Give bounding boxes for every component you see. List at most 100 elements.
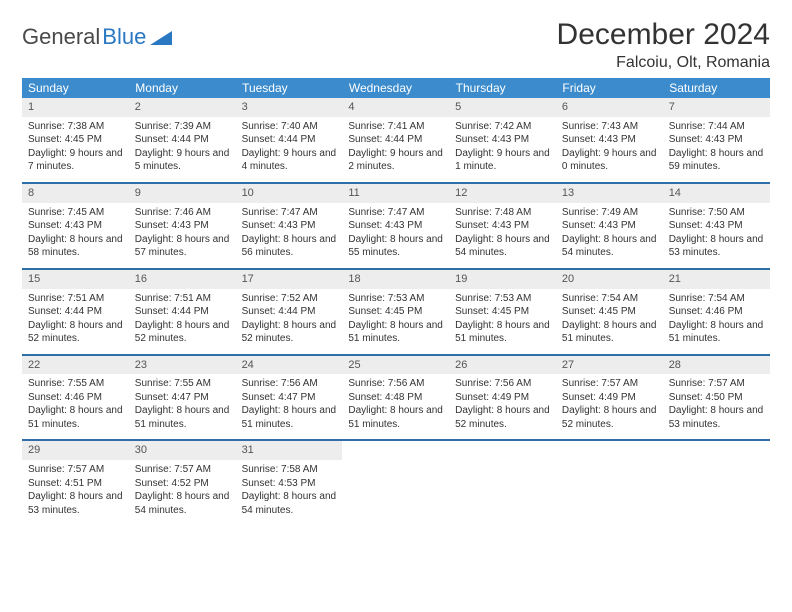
calendar-day-cell: 17Sunrise: 7:52 AMSunset: 4:44 PMDayligh…	[236, 269, 343, 355]
day-details: Sunrise: 7:51 AMSunset: 4:44 PMDaylight:…	[129, 289, 236, 354]
weekday-header: Sunday	[22, 78, 129, 98]
day-number: 1	[22, 98, 129, 117]
day-number: 20	[556, 270, 663, 289]
day-number: 12	[449, 184, 556, 203]
brand-text-2: Blue	[102, 24, 146, 50]
brand-text-1: General	[22, 24, 100, 50]
day-details: Sunrise: 7:54 AMSunset: 4:45 PMDaylight:…	[556, 289, 663, 354]
day-number: 26	[449, 356, 556, 375]
weekday-header: Thursday	[449, 78, 556, 98]
weekday-header: Wednesday	[342, 78, 449, 98]
calendar-day-cell: 25Sunrise: 7:56 AMSunset: 4:48 PMDayligh…	[342, 355, 449, 441]
calendar-table: Sunday Monday Tuesday Wednesday Thursday…	[22, 78, 770, 525]
calendar-day-cell: 6Sunrise: 7:43 AMSunset: 4:43 PMDaylight…	[556, 98, 663, 183]
calendar-day-cell: 18Sunrise: 7:53 AMSunset: 4:45 PMDayligh…	[342, 269, 449, 355]
day-details: Sunrise: 7:58 AMSunset: 4:53 PMDaylight:…	[236, 460, 343, 525]
day-number: 7	[663, 98, 770, 117]
calendar-day-cell: 2Sunrise: 7:39 AMSunset: 4:44 PMDaylight…	[129, 98, 236, 183]
day-details: Sunrise: 7:52 AMSunset: 4:44 PMDaylight:…	[236, 289, 343, 354]
day-details: Sunrise: 7:51 AMSunset: 4:44 PMDaylight:…	[22, 289, 129, 354]
brand-logo: GeneralBlue	[22, 18, 172, 50]
day-details: Sunrise: 7:55 AMSunset: 4:46 PMDaylight:…	[22, 374, 129, 439]
day-number: 15	[22, 270, 129, 289]
day-number: 31	[236, 441, 343, 460]
calendar-week-row: 1Sunrise: 7:38 AMSunset: 4:45 PMDaylight…	[22, 98, 770, 183]
calendar-day-cell: 15Sunrise: 7:51 AMSunset: 4:44 PMDayligh…	[22, 269, 129, 355]
day-details: Sunrise: 7:49 AMSunset: 4:43 PMDaylight:…	[556, 203, 663, 268]
calendar-day-cell: 23Sunrise: 7:55 AMSunset: 4:47 PMDayligh…	[129, 355, 236, 441]
day-details: Sunrise: 7:40 AMSunset: 4:44 PMDaylight:…	[236, 117, 343, 182]
day-details: Sunrise: 7:44 AMSunset: 4:43 PMDaylight:…	[663, 117, 770, 182]
day-number: 30	[129, 441, 236, 460]
calendar-day-cell: 13Sunrise: 7:49 AMSunset: 4:43 PMDayligh…	[556, 183, 663, 269]
day-details: Sunrise: 7:48 AMSunset: 4:43 PMDaylight:…	[449, 203, 556, 268]
calendar-day-cell: ..	[663, 440, 770, 525]
weekday-header: Monday	[129, 78, 236, 98]
day-details: Sunrise: 7:55 AMSunset: 4:47 PMDaylight:…	[129, 374, 236, 439]
day-number: 16	[129, 270, 236, 289]
day-details: Sunrise: 7:54 AMSunset: 4:46 PMDaylight:…	[663, 289, 770, 354]
calendar-day-cell: 8Sunrise: 7:45 AMSunset: 4:43 PMDaylight…	[22, 183, 129, 269]
calendar-week-row: 15Sunrise: 7:51 AMSunset: 4:44 PMDayligh…	[22, 269, 770, 355]
day-number: 17	[236, 270, 343, 289]
day-number: 22	[22, 356, 129, 375]
day-details: Sunrise: 7:56 AMSunset: 4:48 PMDaylight:…	[342, 374, 449, 439]
calendar-day-cell: 19Sunrise: 7:53 AMSunset: 4:45 PMDayligh…	[449, 269, 556, 355]
day-number: 28	[663, 356, 770, 375]
header: GeneralBlue December 2024 Falcoiu, Olt, …	[22, 18, 770, 72]
day-number: 23	[129, 356, 236, 375]
calendar-day-cell: 3Sunrise: 7:40 AMSunset: 4:44 PMDaylight…	[236, 98, 343, 183]
calendar-week-row: 8Sunrise: 7:45 AMSunset: 4:43 PMDaylight…	[22, 183, 770, 269]
calendar-week-row: 22Sunrise: 7:55 AMSunset: 4:46 PMDayligh…	[22, 355, 770, 441]
weekday-header: Friday	[556, 78, 663, 98]
day-details: Sunrise: 7:53 AMSunset: 4:45 PMDaylight:…	[449, 289, 556, 354]
calendar-day-cell: 24Sunrise: 7:56 AMSunset: 4:47 PMDayligh…	[236, 355, 343, 441]
day-number: 4	[342, 98, 449, 117]
weekday-header-row: Sunday Monday Tuesday Wednesday Thursday…	[22, 78, 770, 98]
calendar-day-cell: ..	[449, 440, 556, 525]
calendar-day-cell: 5Sunrise: 7:42 AMSunset: 4:43 PMDaylight…	[449, 98, 556, 183]
weekday-header: Saturday	[663, 78, 770, 98]
calendar-day-cell: 22Sunrise: 7:55 AMSunset: 4:46 PMDayligh…	[22, 355, 129, 441]
calendar-day-cell: 10Sunrise: 7:47 AMSunset: 4:43 PMDayligh…	[236, 183, 343, 269]
day-details: Sunrise: 7:56 AMSunset: 4:49 PMDaylight:…	[449, 374, 556, 439]
calendar-day-cell: 26Sunrise: 7:56 AMSunset: 4:49 PMDayligh…	[449, 355, 556, 441]
day-number: 24	[236, 356, 343, 375]
calendar-day-cell: 14Sunrise: 7:50 AMSunset: 4:43 PMDayligh…	[663, 183, 770, 269]
day-details: Sunrise: 7:38 AMSunset: 4:45 PMDaylight:…	[22, 117, 129, 182]
page-title: December 2024	[557, 18, 770, 52]
weekday-header: Tuesday	[236, 78, 343, 98]
day-details: Sunrise: 7:45 AMSunset: 4:43 PMDaylight:…	[22, 203, 129, 268]
calendar-day-cell: 27Sunrise: 7:57 AMSunset: 4:49 PMDayligh…	[556, 355, 663, 441]
day-details: Sunrise: 7:57 AMSunset: 4:49 PMDaylight:…	[556, 374, 663, 439]
day-details: Sunrise: 7:41 AMSunset: 4:44 PMDaylight:…	[342, 117, 449, 182]
day-details: Sunrise: 7:57 AMSunset: 4:51 PMDaylight:…	[22, 460, 129, 525]
calendar-day-cell: 7Sunrise: 7:44 AMSunset: 4:43 PMDaylight…	[663, 98, 770, 183]
calendar-day-cell: 1Sunrise: 7:38 AMSunset: 4:45 PMDaylight…	[22, 98, 129, 183]
calendar-day-cell: 31Sunrise: 7:58 AMSunset: 4:53 PMDayligh…	[236, 440, 343, 525]
calendar-day-cell: 9Sunrise: 7:46 AMSunset: 4:43 PMDaylight…	[129, 183, 236, 269]
day-number: 27	[556, 356, 663, 375]
calendar-day-cell: 16Sunrise: 7:51 AMSunset: 4:44 PMDayligh…	[129, 269, 236, 355]
day-details: Sunrise: 7:39 AMSunset: 4:44 PMDaylight:…	[129, 117, 236, 182]
calendar-day-cell: 30Sunrise: 7:57 AMSunset: 4:52 PMDayligh…	[129, 440, 236, 525]
day-number: 21	[663, 270, 770, 289]
calendar-day-cell: ..	[342, 440, 449, 525]
calendar-day-cell: 20Sunrise: 7:54 AMSunset: 4:45 PMDayligh…	[556, 269, 663, 355]
day-number: 14	[663, 184, 770, 203]
location-label: Falcoiu, Olt, Romania	[557, 54, 770, 72]
brand-triangle-icon	[150, 29, 172, 45]
day-details: Sunrise: 7:47 AMSunset: 4:43 PMDaylight:…	[342, 203, 449, 268]
calendar-day-cell: 4Sunrise: 7:41 AMSunset: 4:44 PMDaylight…	[342, 98, 449, 183]
day-number: 13	[556, 184, 663, 203]
day-number: 3	[236, 98, 343, 117]
calendar-day-cell: 28Sunrise: 7:57 AMSunset: 4:50 PMDayligh…	[663, 355, 770, 441]
day-details: Sunrise: 7:46 AMSunset: 4:43 PMDaylight:…	[129, 203, 236, 268]
day-number: 5	[449, 98, 556, 117]
day-number: 6	[556, 98, 663, 117]
day-details: Sunrise: 7:50 AMSunset: 4:43 PMDaylight:…	[663, 203, 770, 268]
calendar-week-row: 29Sunrise: 7:57 AMSunset: 4:51 PMDayligh…	[22, 440, 770, 525]
day-number: 10	[236, 184, 343, 203]
calendar-day-cell: 12Sunrise: 7:48 AMSunset: 4:43 PMDayligh…	[449, 183, 556, 269]
calendar-day-cell: ..	[556, 440, 663, 525]
